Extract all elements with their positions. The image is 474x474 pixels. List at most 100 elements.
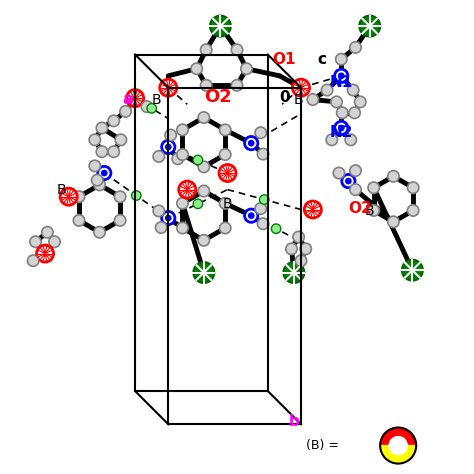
Circle shape bbox=[307, 94, 319, 105]
Circle shape bbox=[295, 255, 307, 266]
Circle shape bbox=[160, 79, 177, 96]
Circle shape bbox=[257, 218, 269, 229]
Circle shape bbox=[245, 137, 258, 150]
Circle shape bbox=[153, 151, 164, 162]
Circle shape bbox=[368, 205, 379, 216]
Text: B: B bbox=[365, 204, 374, 218]
Text: O2: O2 bbox=[348, 201, 372, 216]
Text: N2: N2 bbox=[329, 125, 353, 140]
Circle shape bbox=[177, 124, 188, 136]
Circle shape bbox=[115, 134, 127, 146]
Circle shape bbox=[147, 104, 156, 113]
Circle shape bbox=[114, 215, 126, 226]
Text: O2: O2 bbox=[204, 88, 232, 106]
Circle shape bbox=[241, 63, 252, 74]
Text: B: B bbox=[57, 182, 66, 197]
Circle shape bbox=[346, 178, 351, 184]
Circle shape bbox=[349, 107, 360, 118]
Text: (B) =: (B) = bbox=[306, 439, 339, 452]
Circle shape bbox=[355, 96, 366, 108]
Circle shape bbox=[131, 191, 141, 200]
Circle shape bbox=[73, 215, 85, 226]
Circle shape bbox=[321, 84, 333, 96]
Circle shape bbox=[300, 243, 311, 255]
Circle shape bbox=[347, 84, 359, 96]
Circle shape bbox=[335, 69, 348, 82]
Circle shape bbox=[198, 235, 210, 246]
Circle shape bbox=[27, 255, 39, 266]
Circle shape bbox=[255, 127, 266, 138]
Circle shape bbox=[257, 148, 269, 160]
Circle shape bbox=[304, 201, 321, 218]
Wedge shape bbox=[380, 446, 416, 464]
Text: B: B bbox=[294, 92, 303, 107]
Circle shape bbox=[198, 112, 210, 123]
Circle shape bbox=[30, 236, 41, 247]
Circle shape bbox=[49, 236, 60, 247]
Circle shape bbox=[96, 122, 108, 134]
Circle shape bbox=[408, 205, 419, 216]
Circle shape bbox=[335, 121, 348, 135]
Text: a: a bbox=[123, 92, 133, 107]
Circle shape bbox=[271, 224, 281, 233]
Circle shape bbox=[89, 160, 100, 172]
Circle shape bbox=[162, 140, 175, 154]
Circle shape bbox=[359, 16, 380, 36]
Circle shape bbox=[201, 44, 212, 55]
Circle shape bbox=[141, 101, 153, 112]
Circle shape bbox=[350, 42, 361, 53]
Circle shape bbox=[388, 216, 399, 228]
Circle shape bbox=[331, 96, 342, 108]
Circle shape bbox=[338, 73, 344, 79]
Circle shape bbox=[368, 182, 379, 193]
Circle shape bbox=[91, 174, 103, 186]
Circle shape bbox=[60, 188, 77, 205]
Circle shape bbox=[293, 231, 304, 243]
Circle shape bbox=[231, 80, 243, 91]
Circle shape bbox=[172, 153, 183, 164]
Circle shape bbox=[283, 262, 304, 283]
Circle shape bbox=[408, 182, 419, 193]
Text: B: B bbox=[223, 197, 232, 211]
Circle shape bbox=[333, 167, 345, 179]
Circle shape bbox=[219, 124, 231, 136]
Circle shape bbox=[94, 227, 105, 238]
Circle shape bbox=[201, 80, 212, 91]
Circle shape bbox=[326, 134, 337, 146]
Circle shape bbox=[338, 125, 344, 131]
Circle shape bbox=[219, 164, 236, 182]
Circle shape bbox=[219, 222, 231, 234]
Circle shape bbox=[248, 140, 254, 146]
Wedge shape bbox=[380, 428, 416, 446]
Text: O1: O1 bbox=[273, 52, 296, 67]
Circle shape bbox=[292, 79, 310, 96]
Text: B: B bbox=[152, 92, 161, 107]
Circle shape bbox=[345, 134, 356, 146]
Circle shape bbox=[219, 149, 231, 160]
Circle shape bbox=[73, 191, 85, 202]
Circle shape bbox=[259, 195, 269, 204]
Circle shape bbox=[165, 129, 176, 141]
Circle shape bbox=[193, 199, 202, 209]
Circle shape bbox=[191, 63, 202, 74]
Circle shape bbox=[36, 245, 54, 262]
Circle shape bbox=[162, 211, 175, 225]
Circle shape bbox=[89, 134, 100, 146]
Circle shape bbox=[114, 191, 126, 202]
Circle shape bbox=[165, 144, 171, 150]
Circle shape bbox=[336, 54, 347, 65]
Text: 0: 0 bbox=[279, 90, 290, 105]
Circle shape bbox=[120, 106, 131, 117]
Circle shape bbox=[155, 222, 167, 233]
Circle shape bbox=[94, 179, 105, 191]
Circle shape bbox=[248, 213, 254, 219]
Circle shape bbox=[198, 185, 210, 197]
Circle shape bbox=[108, 115, 119, 127]
Circle shape bbox=[177, 149, 188, 160]
Circle shape bbox=[198, 161, 210, 173]
Circle shape bbox=[108, 146, 119, 157]
Circle shape bbox=[245, 209, 258, 222]
Circle shape bbox=[219, 198, 231, 209]
Text: c: c bbox=[318, 52, 327, 67]
Circle shape bbox=[231, 44, 243, 55]
